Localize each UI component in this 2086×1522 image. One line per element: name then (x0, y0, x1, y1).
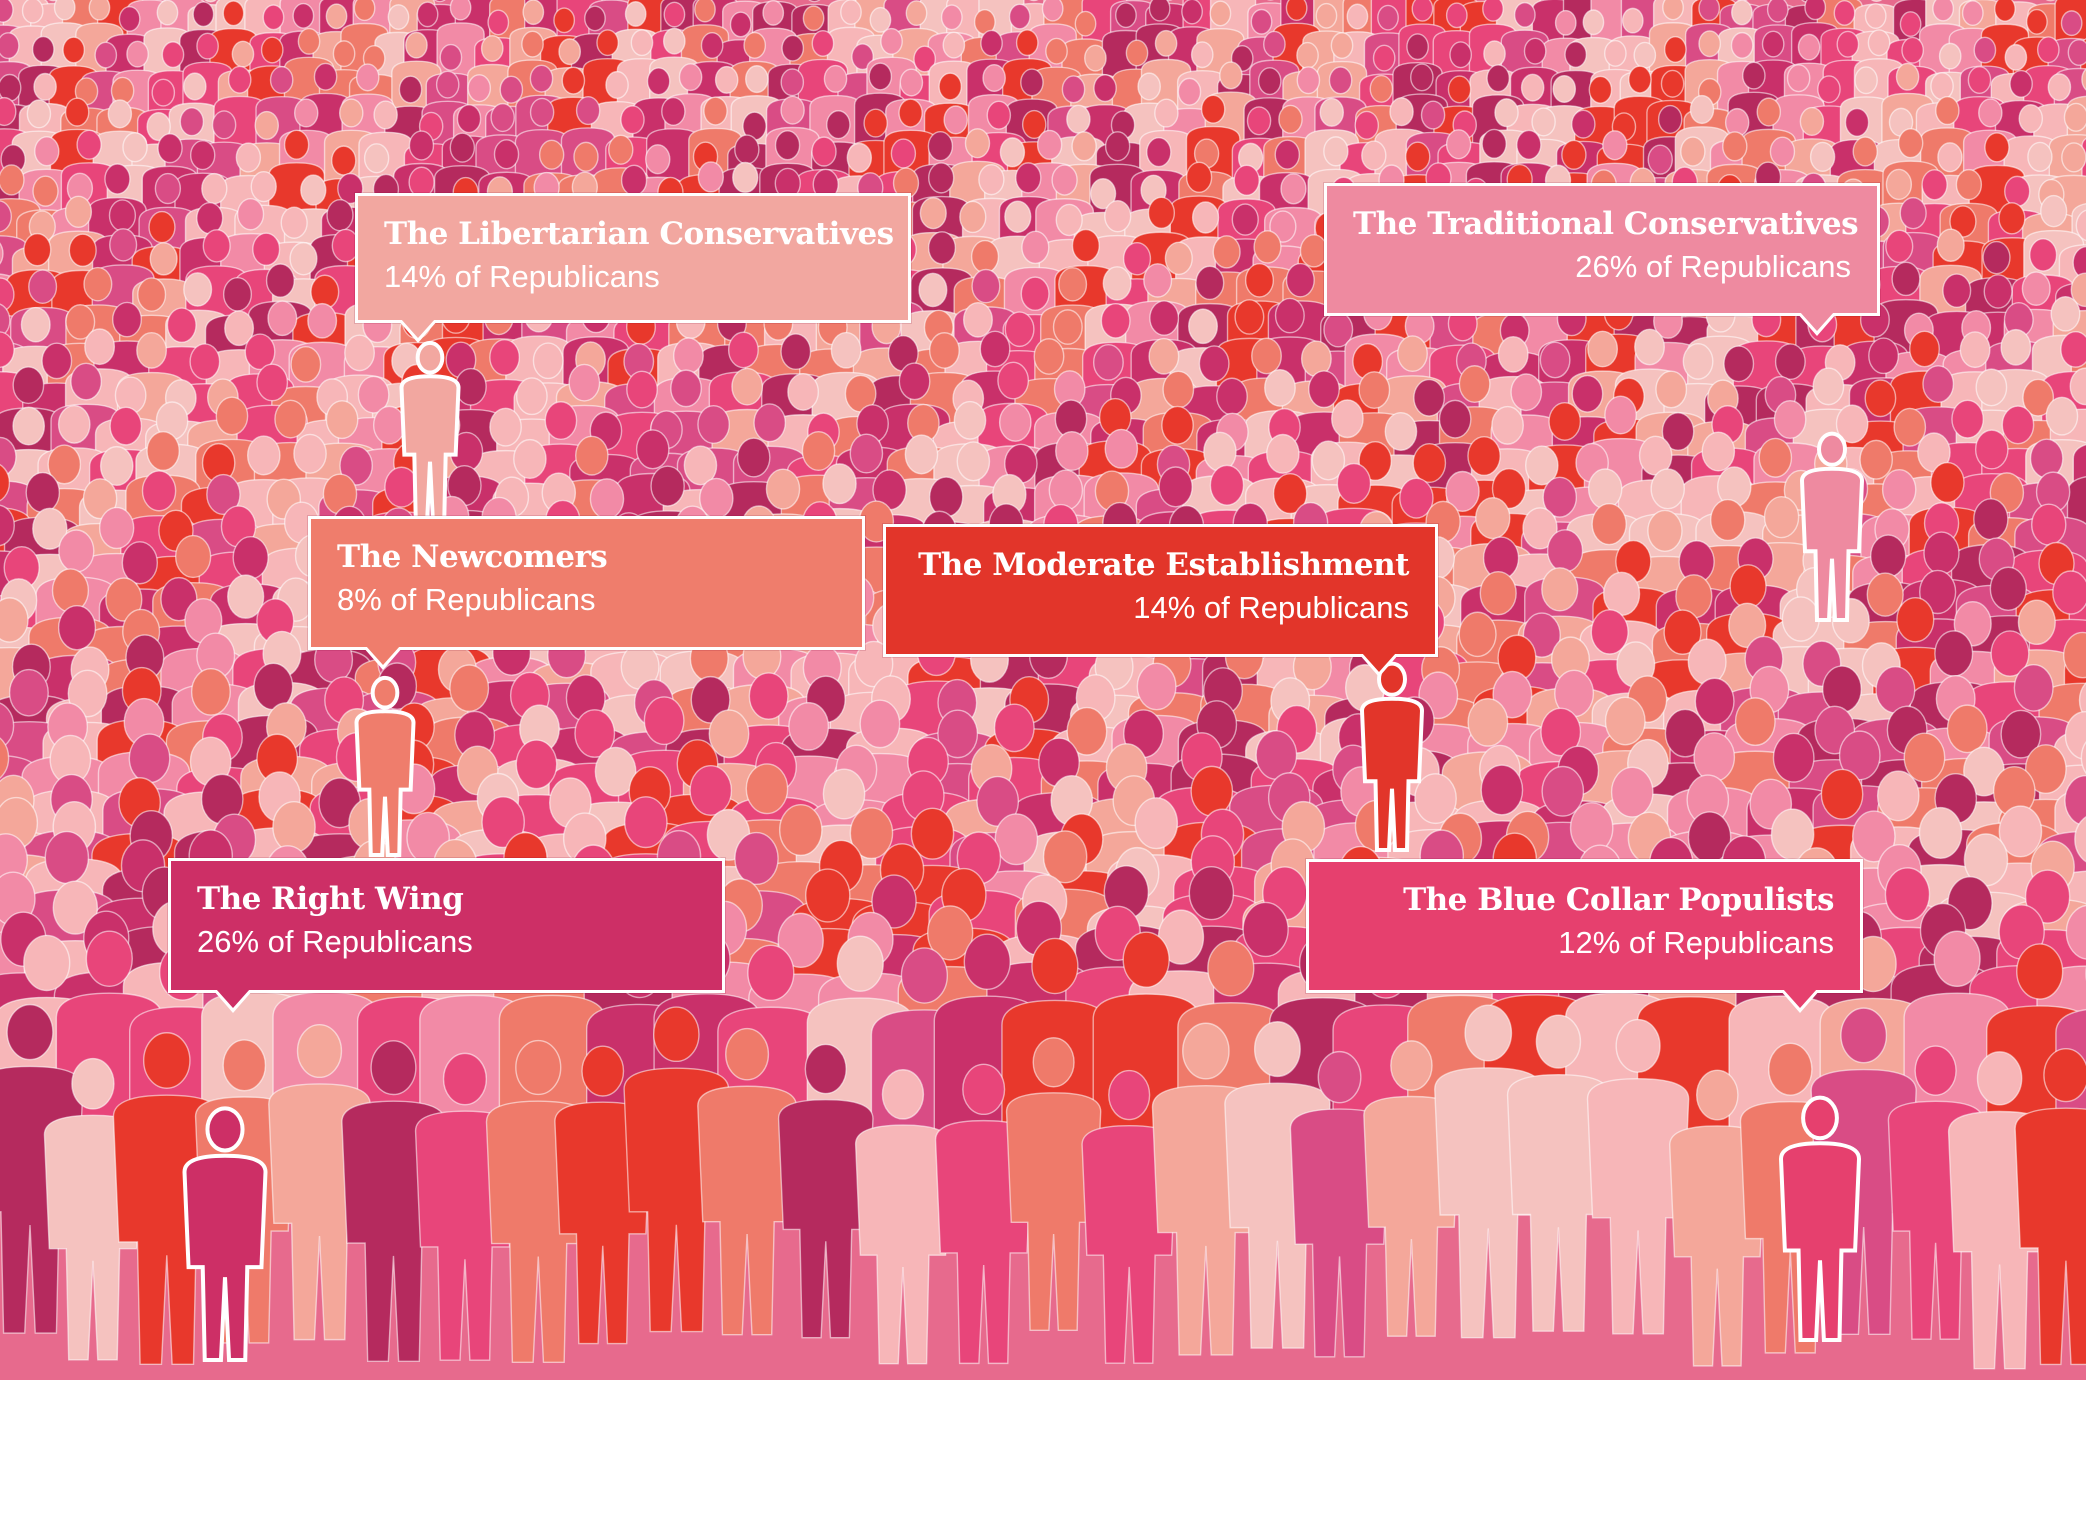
crowd-person (2014, 1048, 2086, 1366)
callout-title: The Right Wing (197, 881, 464, 917)
highlighted-person (182, 1106, 268, 1362)
callout-title: The Moderate Establishment (918, 547, 1409, 583)
crowd-person (934, 1063, 1033, 1365)
crowd-person (1506, 1014, 1610, 1332)
crowd-person (854, 1069, 951, 1365)
crowd-person (1081, 1069, 1177, 1364)
crowd-person (1289, 1050, 1390, 1358)
callout-title: The Traditional Conservatives (1353, 206, 1859, 242)
callout-share: 14% of Republicans (1133, 590, 1409, 625)
highlighted-person (354, 675, 416, 857)
callout-share: 26% of Republicans (1575, 249, 1851, 284)
callout-libertarian-conservatives: The Libertarian Conservatives 14% of Rep… (355, 193, 911, 343)
callout-title: The Newcomers (337, 539, 608, 575)
callout-share: 8% of Republicans (337, 582, 596, 617)
crowd-person (1363, 1040, 1460, 1337)
callout-newcomers: The Newcomers 8% of Republicans (308, 516, 865, 670)
callout-share: 12% of Republicans (1558, 925, 1834, 960)
callout-share: 14% of Republicans (384, 259, 660, 294)
highlighted-person (1778, 1095, 1862, 1342)
callout-right-wing: The Right Wing 26% of Republicans (168, 858, 725, 1013)
crowd-person (697, 1027, 798, 1336)
callout-title: The Libertarian Conservatives (384, 216, 894, 252)
highlighted-figures (182, 340, 1865, 1362)
callout-share: 26% of Republicans (197, 924, 473, 959)
crowd-person (1586, 1018, 1690, 1335)
crowd-person (777, 1043, 874, 1339)
callout-traditional-conservatives: The Traditional Conservatives 26% of Rep… (1324, 183, 1880, 336)
crowd-person (1669, 1069, 1766, 1367)
highlighted-person (1799, 431, 1865, 622)
callout-title: The Blue Collar Populists (1403, 882, 1834, 918)
crowd-person (1005, 1037, 1102, 1331)
callout-moderate-establishment: The Moderate Establishment 14% of Republ… (883, 524, 1438, 677)
callout-blue-collar-populists: The Blue Collar Populists 12% of Republi… (1306, 859, 1863, 1013)
